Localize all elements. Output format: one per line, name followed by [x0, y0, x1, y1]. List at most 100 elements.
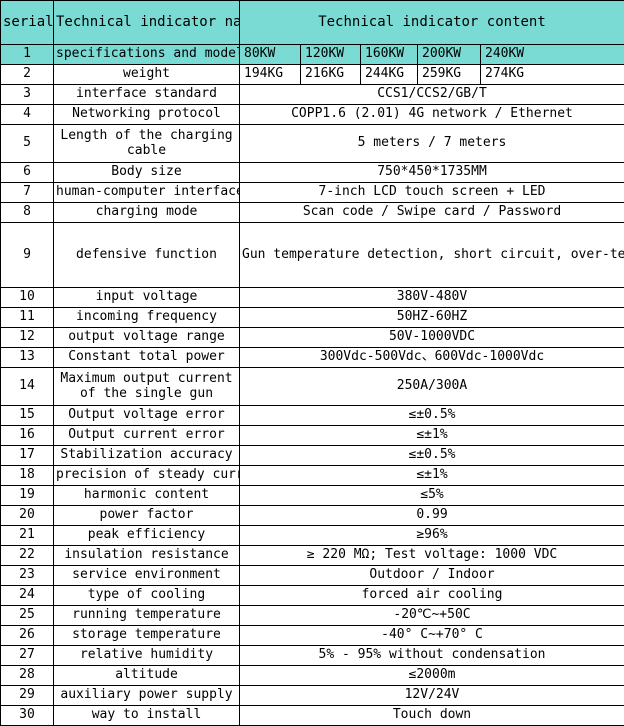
- table-row: 9 defensive function Gun temperature det…: [1, 223, 624, 288]
- model-cell-80kw: 80KW: [240, 45, 301, 65]
- row-indicator-name: Body size: [54, 163, 240, 183]
- table-row: 14 Maximum output current of the single …: [1, 368, 624, 406]
- model-cell-120kw: 120KW: [301, 45, 361, 65]
- row-serial-number: 29: [1, 686, 54, 706]
- row-serial-number: 7: [1, 183, 54, 203]
- table-row: 16 Output current error ≤±1%: [1, 426, 624, 446]
- table-row: 18 precision of steady current ≤±1%: [1, 466, 624, 486]
- weight-cell-80kw: 194KG: [240, 65, 301, 85]
- column-header-serial-number: serial number: [1, 1, 54, 45]
- table-row: 25 running temperature -20℃~+50C: [1, 606, 624, 626]
- table-row: 13 Constant total power 300Vdc-500Vdc、60…: [1, 348, 624, 368]
- model-cell-160kw: 160KW: [361, 45, 418, 65]
- row-indicator-name: way to install: [54, 706, 240, 726]
- table-row: 6 Body size 750*450*1735MM: [1, 163, 624, 183]
- model-cell-240kw: 240KW: [481, 45, 624, 65]
- row-serial-number: 5: [1, 125, 54, 163]
- row-indicator-name: auxiliary power supply: [54, 686, 240, 706]
- row-serial-number: 19: [1, 486, 54, 506]
- column-header-indicator-content: Technical indicator content: [240, 1, 624, 45]
- row-indicator-content: 5% - 95% without condensation: [240, 646, 624, 666]
- row-indicator-content: 5 meters / 7 meters: [240, 125, 624, 163]
- weight-cell-240kw: 274KG: [481, 65, 624, 85]
- row-indicator-name: output voltage range: [54, 328, 240, 348]
- row-indicator-content: ≥ 220 MΩ; Test voltage: 1000 VDC: [240, 546, 624, 566]
- row-indicator-content: ≤±1%: [240, 466, 624, 486]
- model-cell-200kw: 200KW: [418, 45, 481, 65]
- row-serial-number: 21: [1, 526, 54, 546]
- row-indicator-name: specifications and models: [54, 45, 240, 65]
- row-serial-number: 20: [1, 506, 54, 526]
- row-indicator-content: Scan code / Swipe card / Password: [240, 203, 624, 223]
- row-indicator-name: precision of steady current: [54, 466, 240, 486]
- row-indicator-content: forced air cooling: [240, 586, 624, 606]
- table-row: 3 interface standard CCS1/CCS2/GB/T: [1, 85, 624, 105]
- row-indicator-content: ≤±0.5%: [240, 446, 624, 466]
- row-indicator-name: insulation resistance: [54, 546, 240, 566]
- table-row: 15 Output voltage error ≤±0.5%: [1, 406, 624, 426]
- table-row: 1 specifications and models 80KW 120KW 1…: [1, 45, 624, 65]
- row-serial-number: 17: [1, 446, 54, 466]
- weight-cell-120kw: 216KG: [301, 65, 361, 85]
- row-indicator-content: ≤±1%: [240, 426, 624, 446]
- row-indicator-name: input voltage: [54, 288, 240, 308]
- row-serial-number: 3: [1, 85, 54, 105]
- table-row: 12 output voltage range 50V-1000VDC: [1, 328, 624, 348]
- row-indicator-name: Output current error: [54, 426, 240, 446]
- row-indicator-content: 300Vdc-500Vdc、600Vdc-1000Vdc: [240, 348, 624, 368]
- row-indicator-name: altitude: [54, 666, 240, 686]
- row-indicator-name: incoming frequency: [54, 308, 240, 328]
- table-row: 30 way to install Touch down: [1, 706, 624, 726]
- table-row: 17 Stabilization accuracy ≤±0.5%: [1, 446, 624, 466]
- row-indicator-name: interface standard: [54, 85, 240, 105]
- table-row: 8 charging mode Scan code / Swipe card /…: [1, 203, 624, 223]
- table-row: 5 Length of the charging cable 5 meters …: [1, 125, 624, 163]
- row-serial-number: 10: [1, 288, 54, 308]
- table-row: 11 incoming frequency 50HZ-60HZ: [1, 308, 624, 328]
- row-serial-number: 23: [1, 566, 54, 586]
- weight-cell-200kw: 259KG: [418, 65, 481, 85]
- table-row: 26 storage temperature -40° C~+70° C: [1, 626, 624, 646]
- row-indicator-name: Stabilization accuracy: [54, 446, 240, 466]
- row-indicator-name: Maximum output current of the single gun: [54, 368, 240, 406]
- row-indicator-content: 50V-1000VDC: [240, 328, 624, 348]
- row-serial-number: 9: [1, 223, 54, 288]
- row-serial-number: 30: [1, 706, 54, 726]
- table-row: 19 harmonic content ≤5%: [1, 486, 624, 506]
- row-serial-number: 15: [1, 406, 54, 426]
- table-row: 22 insulation resistance ≥ 220 MΩ; Test …: [1, 546, 624, 566]
- row-indicator-content: ≤5%: [240, 486, 624, 506]
- table-row: 28 altitude ≤2000m: [1, 666, 624, 686]
- row-indicator-content: 750*450*1735MM: [240, 163, 624, 183]
- table-row: 29 auxiliary power supply 12V/24V: [1, 686, 624, 706]
- row-indicator-content: Gun temperature detection, short circuit…: [240, 223, 624, 288]
- row-indicator-content: COPP1.6 (2.01) 4G network / Ethernet: [240, 105, 624, 125]
- row-indicator-name: Constant total power: [54, 348, 240, 368]
- row-indicator-content: ≤±0.5%: [240, 406, 624, 426]
- row-serial-number: 2: [1, 65, 54, 85]
- table-row: 20 power factor 0.99: [1, 506, 624, 526]
- row-serial-number: 16: [1, 426, 54, 446]
- row-serial-number: 1: [1, 45, 54, 65]
- row-serial-number: 4: [1, 105, 54, 125]
- row-indicator-content: CCS1/CCS2/GB/T: [240, 85, 624, 105]
- row-indicator-name: peak efficiency: [54, 526, 240, 546]
- row-serial-number: 14: [1, 368, 54, 406]
- row-indicator-name: storage temperature: [54, 626, 240, 646]
- row-indicator-name: weight: [54, 65, 240, 85]
- row-serial-number: 13: [1, 348, 54, 368]
- row-serial-number: 22: [1, 546, 54, 566]
- row-serial-number: 18: [1, 466, 54, 486]
- row-indicator-name: Length of the charging cable: [54, 125, 240, 163]
- row-indicator-content: ≤2000m: [240, 666, 624, 686]
- row-serial-number: 8: [1, 203, 54, 223]
- row-indicator-content: 7-inch LCD touch screen + LED: [240, 183, 624, 203]
- row-indicator-name: running temperature: [54, 606, 240, 626]
- row-indicator-name: human-computer interface: [54, 183, 240, 203]
- row-serial-number: 12: [1, 328, 54, 348]
- row-indicator-content: 0.99: [240, 506, 624, 526]
- table-header-row: serial number Technical indicator name T…: [1, 1, 624, 45]
- row-indicator-name: power factor: [54, 506, 240, 526]
